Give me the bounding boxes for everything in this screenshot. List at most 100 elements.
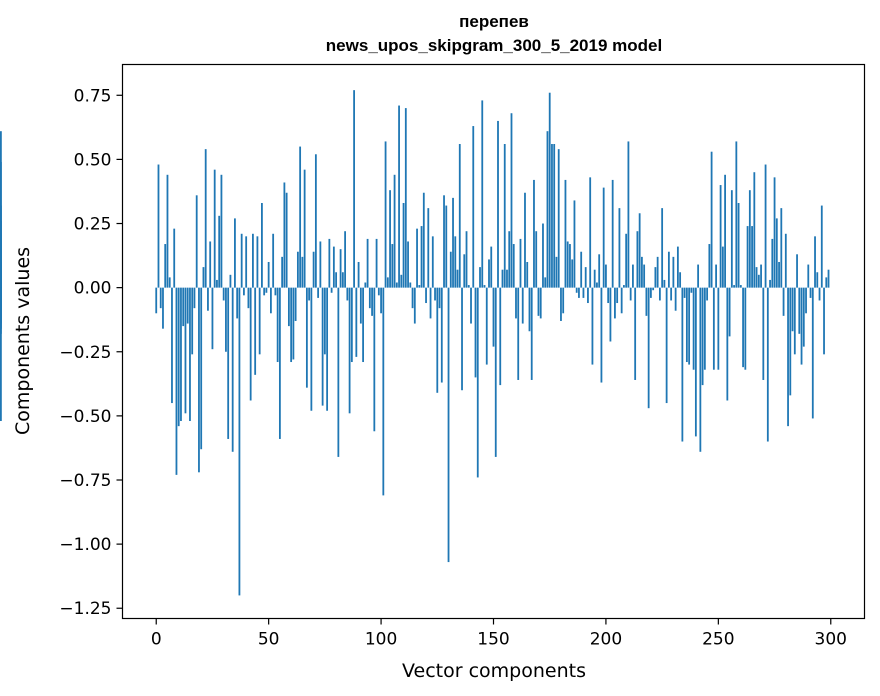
bar [431,236,434,288]
bar [497,120,499,288]
bar [382,287,385,496]
bar [350,287,353,363]
bar [566,241,569,288]
bar [616,287,619,304]
bar [411,287,414,309]
bar [285,192,288,288]
bar [436,287,439,393]
bar [404,108,407,288]
bar [193,287,196,309]
bar [627,141,630,288]
bar [198,287,200,473]
bar [377,287,380,296]
bar [641,256,643,288]
bar [548,92,551,288]
bar [252,233,254,288]
y-tick-label: 0.50 [74,150,112,170]
bar [236,287,239,319]
bar [632,264,634,288]
bar [231,287,234,452]
bar [681,287,684,442]
bar [175,287,178,475]
bar [699,287,702,452]
bar [341,272,344,288]
bar [638,213,641,288]
bar [373,287,376,432]
bar [580,251,583,288]
bar [735,141,738,288]
bar [249,287,252,401]
bar [784,233,787,288]
y-tick-label: −1.00 [59,535,111,555]
bar [384,141,387,288]
bar [395,282,398,288]
bar [665,287,668,404]
bar [416,228,418,288]
bar [481,100,484,288]
bar [787,287,789,427]
bar [157,164,160,288]
bar [346,287,349,301]
bar [798,287,801,334]
bar [353,90,355,288]
bar [546,131,549,288]
bar [447,287,450,563]
bar [654,267,657,288]
bar [440,287,443,383]
bar [562,287,565,314]
bar [229,274,232,288]
bar [375,238,378,288]
bar [443,195,445,288]
bar [490,246,493,288]
y-axis-ticks: −1.25 −1.00 −0.75 −0.50 −0.25 0.00 0.25 0.50 0.7… [59,86,123,619]
y-tick-label: 0.75 [74,86,112,106]
bar [335,272,338,288]
bar [703,287,706,370]
bar [310,287,313,411]
bar [308,287,311,301]
bar [283,182,286,288]
bar [254,287,257,375]
bar [386,277,389,288]
bar [492,287,495,347]
x-tick-label: 250 [702,630,734,650]
bar [211,287,214,350]
bar [420,226,423,288]
bar [312,251,315,288]
bar [202,267,205,288]
bar [510,113,513,288]
bar [164,244,167,288]
bar [281,256,284,288]
bar [553,144,556,288]
bar [0,287,2,296]
bar [542,223,544,288]
bar [766,287,769,442]
bar [301,256,304,288]
bar [461,287,463,391]
bar [380,287,382,314]
bar [742,287,744,368]
bar [578,287,580,298]
bar [467,285,470,288]
bar [796,254,798,288]
bar [456,269,459,288]
bar [245,236,248,288]
bar [393,174,396,288]
bar [454,236,457,288]
bar [182,287,185,327]
bar [658,287,661,301]
bar [407,241,409,288]
bar [827,269,830,288]
bar [159,287,162,309]
bar [429,287,432,319]
bar [571,259,574,288]
bar [706,287,709,301]
bar [476,287,479,478]
bar [584,267,587,288]
bar [503,144,506,288]
bar [589,177,592,288]
bar [560,287,562,321]
bar [305,287,308,388]
bar [647,287,650,409]
bar [730,190,733,288]
